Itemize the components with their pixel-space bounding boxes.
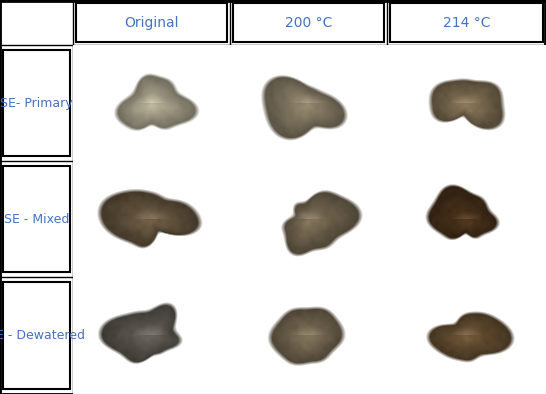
Bar	[3, 166, 70, 272]
Bar	[230, 161, 387, 277]
Bar	[387, 277, 546, 394]
Bar	[387, 161, 546, 277]
Bar	[73, 0, 230, 45]
Bar	[387, 0, 546, 45]
Bar	[73, 161, 230, 277]
Bar	[3, 50, 70, 156]
Bar	[76, 3, 227, 42]
Bar	[73, 45, 230, 161]
Bar	[387, 45, 546, 161]
Text: SE - Mixed: SE - Mixed	[4, 212, 69, 225]
Bar	[0, 277, 73, 394]
Bar	[0, 45, 73, 161]
Bar	[230, 0, 387, 45]
Bar	[390, 3, 543, 42]
Text: 200 °C: 200 °C	[285, 15, 332, 30]
Text: 214 °C: 214 °C	[443, 15, 490, 30]
Bar	[230, 45, 387, 161]
Bar	[233, 3, 384, 42]
Text: SE- Primary: SE- Primary	[0, 97, 73, 110]
Bar	[0, 0, 73, 45]
Bar	[73, 277, 230, 394]
Text: SE - Dewatered: SE - Dewatered	[0, 329, 85, 342]
Bar	[3, 282, 70, 389]
Bar	[230, 277, 387, 394]
Bar	[0, 161, 73, 277]
Text: Original: Original	[124, 15, 179, 30]
